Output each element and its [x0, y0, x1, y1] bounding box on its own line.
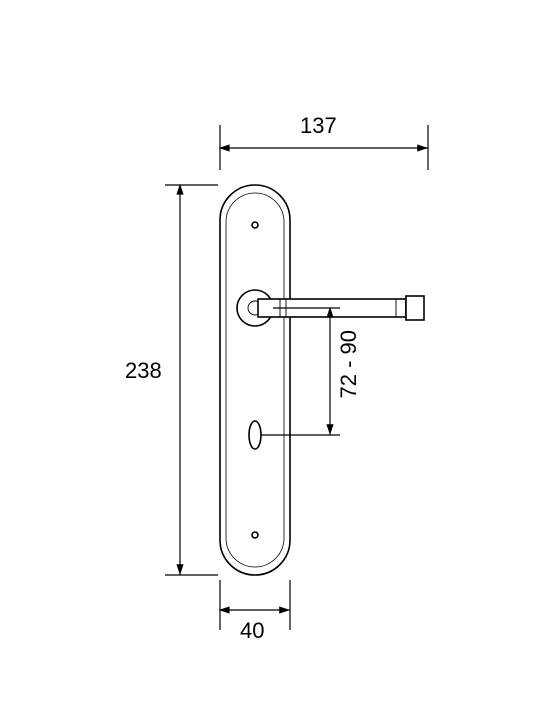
- drawing-canvas: 137 238 40 72 - 90: [0, 0, 540, 720]
- screw-hole-top: [252, 222, 258, 228]
- diagram-svg: [0, 0, 540, 720]
- dim-bottom-width-label: 40: [240, 620, 264, 642]
- screw-hole-bottom: [252, 532, 258, 538]
- keyhole: [249, 421, 261, 449]
- handle-endcap: [406, 296, 424, 320]
- backplate: [220, 185, 290, 575]
- dim-right-span: [261, 308, 340, 435]
- dim-left-height: [165, 185, 218, 575]
- dim-left-height-label: 238: [125, 360, 162, 382]
- dim-top-width-label: 137: [300, 115, 337, 137]
- dim-right-span-label: 72 - 90: [338, 330, 360, 399]
